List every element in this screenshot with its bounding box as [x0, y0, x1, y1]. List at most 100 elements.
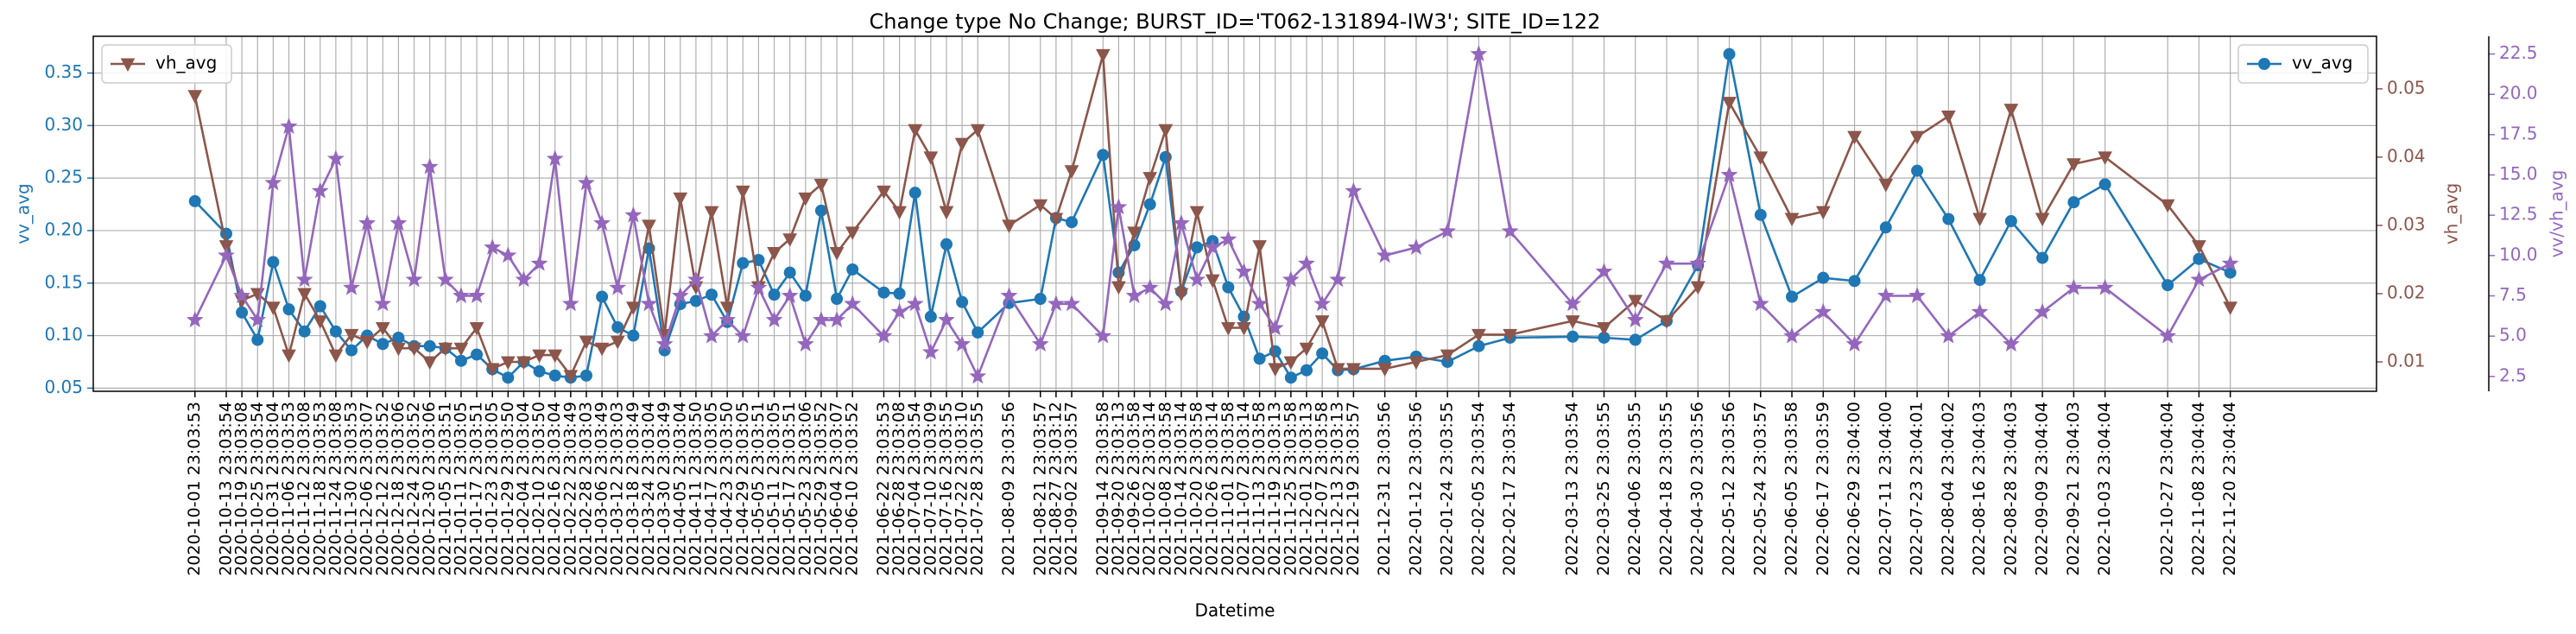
- data-point: [1408, 356, 1424, 371]
- y3-tick-label: 15.0: [2499, 163, 2538, 184]
- data-point: [893, 287, 906, 300]
- x-tick-label: 2021-10-08 23:03:58: [1155, 402, 1174, 576]
- data-point: [921, 343, 940, 360]
- data-point: [345, 344, 358, 357]
- data-point: [282, 303, 295, 316]
- data-point: [624, 206, 642, 223]
- data-point: [295, 270, 313, 288]
- data-point: [188, 194, 201, 207]
- data-point: [1566, 330, 1579, 343]
- data-point: [972, 326, 984, 339]
- data-point: [908, 124, 923, 138]
- x-tick-label: 2020-11-18 23:03:53: [310, 402, 329, 576]
- y2-tick-label: 0.01: [2387, 351, 2426, 371]
- legend-box: [101, 44, 232, 84]
- data-point: [718, 311, 737, 327]
- data-point: [407, 342, 421, 357]
- data-point: [1156, 295, 1174, 312]
- data-point: [1031, 335, 1049, 352]
- x-tick-label: 2022-08-16 23:04:03: [1970, 402, 1989, 576]
- data-point: [892, 206, 907, 220]
- data-point: [1235, 263, 1253, 279]
- data-point: [890, 302, 908, 320]
- y-axis-label: vv_avg: [13, 183, 34, 244]
- data-point: [453, 287, 470, 303]
- legend-box: [2237, 44, 2369, 84]
- data-point: [1815, 206, 1831, 220]
- data-point: [1330, 363, 1345, 377]
- data-point: [954, 137, 970, 152]
- data-point: [1909, 130, 1925, 145]
- data-point: [328, 349, 344, 364]
- data-point: [1300, 364, 1313, 377]
- data-point: [1814, 302, 1832, 320]
- x-tick-label: 2021-04-11 23:03:50: [686, 402, 705, 576]
- plot-frame: [92, 35, 2377, 392]
- y-tick-label: 0.10: [44, 324, 83, 345]
- legend-label: vv_avg: [2292, 53, 2352, 73]
- data-point: [1626, 311, 1644, 327]
- x-tick-label: 2021-07-10 23:03:09: [921, 402, 940, 576]
- x-tick-label: 2021-12-07 23:03:58: [1313, 402, 1332, 576]
- data-point: [1125, 287, 1143, 303]
- data-point: [1472, 328, 1486, 343]
- data-point: [765, 311, 783, 327]
- y-tick-label: 0.25: [44, 167, 83, 187]
- data-point: [813, 179, 829, 193]
- x-tick-label: 2021-06-22 23:03:53: [874, 402, 893, 576]
- x-tick-label: 2022-04-30 23:03:56: [1688, 402, 1707, 576]
- data-point: [1283, 356, 1299, 371]
- data-point: [359, 335, 375, 350]
- data-point: [1597, 321, 1611, 336]
- data-point: [1879, 221, 1892, 234]
- data-point: [1908, 287, 1926, 303]
- x-tick-label: 2021-05-05 23:03:51: [749, 402, 768, 576]
- data-point: [1094, 327, 1112, 344]
- data-point: [1754, 208, 1767, 221]
- data-point: [1205, 274, 1220, 288]
- x-tick-label: 2021-06-10 23:03:52: [843, 402, 862, 576]
- x-tick-label: 2021-05-29 23:03:52: [811, 402, 830, 576]
- data-point: [326, 149, 345, 167]
- x-tick-label: 2020-10-13 23:03:54: [216, 402, 235, 576]
- x-tick-label: 2020-11-06 23:03:53: [279, 402, 298, 576]
- x-tick-label: 2021-10-14 23:03:14: [1171, 402, 1190, 576]
- data-point: [2221, 254, 2239, 271]
- x-tick-label: 2021-11-01 23:03:58: [1218, 402, 1237, 576]
- data-point: [249, 311, 267, 327]
- data-point: [831, 292, 844, 305]
- data-point: [1110, 198, 1128, 215]
- data-point: [782, 233, 798, 247]
- y2-axis-label: vh_avg: [2441, 183, 2462, 244]
- data-point: [500, 356, 516, 371]
- x-tick-label: 2021-08-21 23:03:57: [1030, 402, 1049, 576]
- x-tick-label: 2021-07-04 23:03:54: [905, 402, 924, 576]
- data-point: [2036, 251, 2049, 264]
- data-point: [499, 246, 517, 263]
- data-point: [1720, 166, 1738, 182]
- data-point: [563, 370, 579, 384]
- x-tick-label: 2021-04-23 23:03:50: [718, 402, 737, 576]
- data-point: [298, 325, 311, 338]
- data-point: [593, 214, 611, 231]
- data-point: [1314, 315, 1330, 329]
- data-point: [687, 270, 705, 288]
- x-tick-label: 2022-06-29 23:04:00: [1845, 402, 1864, 576]
- data-point: [2190, 270, 2208, 288]
- data-point: [1143, 198, 1156, 211]
- x-axis-label: Datetime: [1195, 600, 1275, 621]
- x-tick-label: 2021-04-29 23:03:05: [733, 402, 752, 576]
- data-point: [1220, 321, 1236, 336]
- data-point: [1284, 371, 1297, 384]
- data-point: [502, 371, 515, 384]
- y3-tick-label: 22.5: [2499, 42, 2538, 63]
- data-point: [828, 311, 845, 327]
- data-point: [1783, 327, 1801, 344]
- x-tick-label: 2022-02-17 23:03:54: [1500, 402, 1519, 576]
- data-point: [750, 278, 768, 295]
- data-point: [1503, 328, 1518, 343]
- data-point: [468, 287, 485, 303]
- data-point: [484, 363, 500, 377]
- data-point: [1174, 288, 1189, 302]
- legend-marker: [120, 58, 136, 73]
